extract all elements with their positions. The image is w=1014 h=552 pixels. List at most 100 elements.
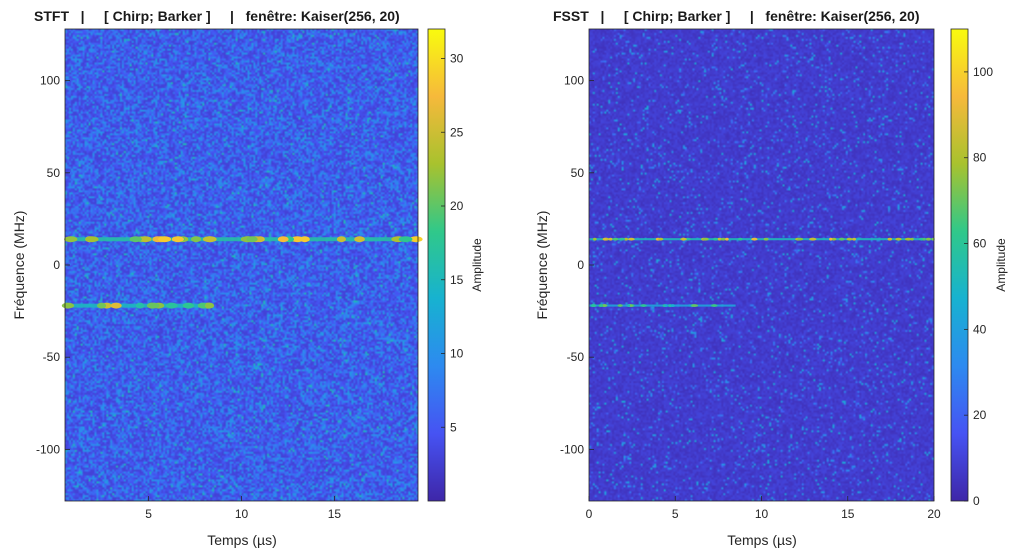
signal-hotspot xyxy=(713,237,718,241)
signal-hotspot xyxy=(409,236,423,243)
signal-hotspot xyxy=(246,236,258,243)
colorbar-tick-label: 40 xyxy=(973,322,987,336)
signal-hotspot xyxy=(846,237,853,241)
x-tick-label: 15 xyxy=(328,507,342,521)
signal-hotspot xyxy=(603,237,607,241)
signal-hotspot xyxy=(887,237,892,241)
x-ticks: 5 10 15 xyxy=(145,496,341,521)
y-axis-label: Fréquence (MHz) xyxy=(534,211,550,320)
colorbar-tick-label: 0 xyxy=(973,494,980,508)
signal-hotspot xyxy=(831,237,837,241)
colorbar xyxy=(427,28,446,502)
colorbar xyxy=(950,28,969,502)
colorbar-label: Amplitude xyxy=(994,238,1008,292)
signal-hotspot xyxy=(838,237,845,241)
signal-traces xyxy=(589,237,935,307)
signal-hotspot xyxy=(711,304,718,307)
signal-hotspot xyxy=(691,304,699,307)
y-tick-label: 0 xyxy=(577,258,584,272)
signal-hotspot xyxy=(627,237,635,241)
y-tick-label: -50 xyxy=(43,350,61,364)
colorbar-tick-label: 100 xyxy=(973,65,993,79)
signal-hotspot xyxy=(61,302,75,309)
signal-hotspot xyxy=(398,236,413,243)
colorbar-tick-label: 5 xyxy=(450,420,457,434)
colorbar-tick-label: 60 xyxy=(973,237,987,251)
signal-hotspot xyxy=(829,237,833,241)
signal-hotspot xyxy=(926,237,931,241)
spectrogram-heatmap xyxy=(65,29,418,501)
x-ticks: 0 5 10 15 20 xyxy=(586,496,941,521)
signal-hotspot xyxy=(64,236,78,243)
y-ticks: -100 -50 0 50 100 xyxy=(560,74,594,456)
x-tick-label: 10 xyxy=(235,507,249,521)
y-tick-label: -100 xyxy=(560,442,584,456)
signal-hotspot xyxy=(129,236,142,243)
y-tick-label: -50 xyxy=(567,350,585,364)
y-tick-label: 100 xyxy=(40,74,60,88)
y-tick-label: 50 xyxy=(47,166,61,180)
signal-hotspot xyxy=(336,236,346,243)
signal-hotspot xyxy=(608,237,613,241)
signal-hotspot xyxy=(720,237,727,241)
signal-hotspot xyxy=(702,237,709,241)
colorbar-tick-label: 25 xyxy=(450,125,464,139)
signal-hotspot xyxy=(203,236,217,243)
signal-hotspot xyxy=(299,236,310,243)
signal-hotspot xyxy=(591,304,597,307)
y-axis-label: Fréquence (MHz) xyxy=(11,211,27,320)
signal-hotspot xyxy=(681,237,686,241)
signal-hotspot xyxy=(85,236,99,243)
signal-hotspot xyxy=(354,236,365,243)
signal-hotspot xyxy=(171,236,184,243)
signal-hotspot xyxy=(640,304,647,307)
signal-hotspot xyxy=(617,304,623,307)
fsst-panel: FSST | [ Chirp; Barker ] | fenêtre: Kais… xyxy=(534,8,1008,548)
signal-hotspot xyxy=(146,302,160,309)
x-axis-label: Temps (µs) xyxy=(207,532,277,548)
signal-hotspot xyxy=(138,236,152,243)
x-tick-label: 5 xyxy=(672,507,679,521)
signal-hotspot xyxy=(277,236,289,243)
x-axis-label: Temps (µs) xyxy=(727,532,797,548)
colorbar-tick-label: 10 xyxy=(450,347,464,361)
signal-hotspot xyxy=(725,237,729,241)
signal-hotspot xyxy=(895,237,902,241)
signal-hotspot xyxy=(97,302,107,309)
chart-title: STFT | [ Chirp; Barker ] | fenêtre: Kais… xyxy=(34,8,400,24)
signal-hotspot xyxy=(110,302,122,309)
signal-hotspot xyxy=(738,237,743,241)
signal-hotspot xyxy=(751,237,758,241)
colorbar-ticks: 5 10 15 20 25 30 xyxy=(441,52,464,434)
signal-hotspot xyxy=(797,237,804,241)
signal-hotspot xyxy=(664,304,668,307)
signal-hotspot xyxy=(808,237,816,241)
x-tick-label: 10 xyxy=(755,507,769,521)
signal-hotspot xyxy=(598,304,604,307)
colorbar-tick-label: 15 xyxy=(450,273,464,287)
stft-panel: STFT | [ Chirp; Barker ] | fenêtre: Kais… xyxy=(11,8,484,548)
signal-hotspot xyxy=(618,237,626,241)
signal-hotspot xyxy=(135,302,145,309)
y-tick-label: 0 xyxy=(53,258,60,272)
signal-hotspot xyxy=(626,304,631,307)
signal-hotspot xyxy=(190,236,202,243)
signal-hotspot xyxy=(158,236,172,243)
colorbar-ticks: 0 20 40 60 80 100 xyxy=(964,65,993,508)
signal-hotspot xyxy=(623,237,629,241)
y-tick-label: 100 xyxy=(564,74,584,88)
signal-hotspot xyxy=(204,302,215,309)
colorbar-tick-label: 30 xyxy=(450,52,464,66)
signal-hotspot xyxy=(852,237,857,241)
signal-hotspot xyxy=(612,237,619,241)
x-tick-label: 20 xyxy=(927,507,941,521)
y-tick-label: 50 xyxy=(571,166,585,180)
x-tick-label: 0 xyxy=(586,507,593,521)
colorbar-tick-label: 20 xyxy=(973,408,987,422)
signal-hotspot xyxy=(910,237,914,241)
x-tick-label: 5 xyxy=(145,507,152,521)
signal-hotspot xyxy=(904,237,912,241)
signal-hotspot xyxy=(593,237,597,241)
signal-hotspot xyxy=(763,237,769,241)
